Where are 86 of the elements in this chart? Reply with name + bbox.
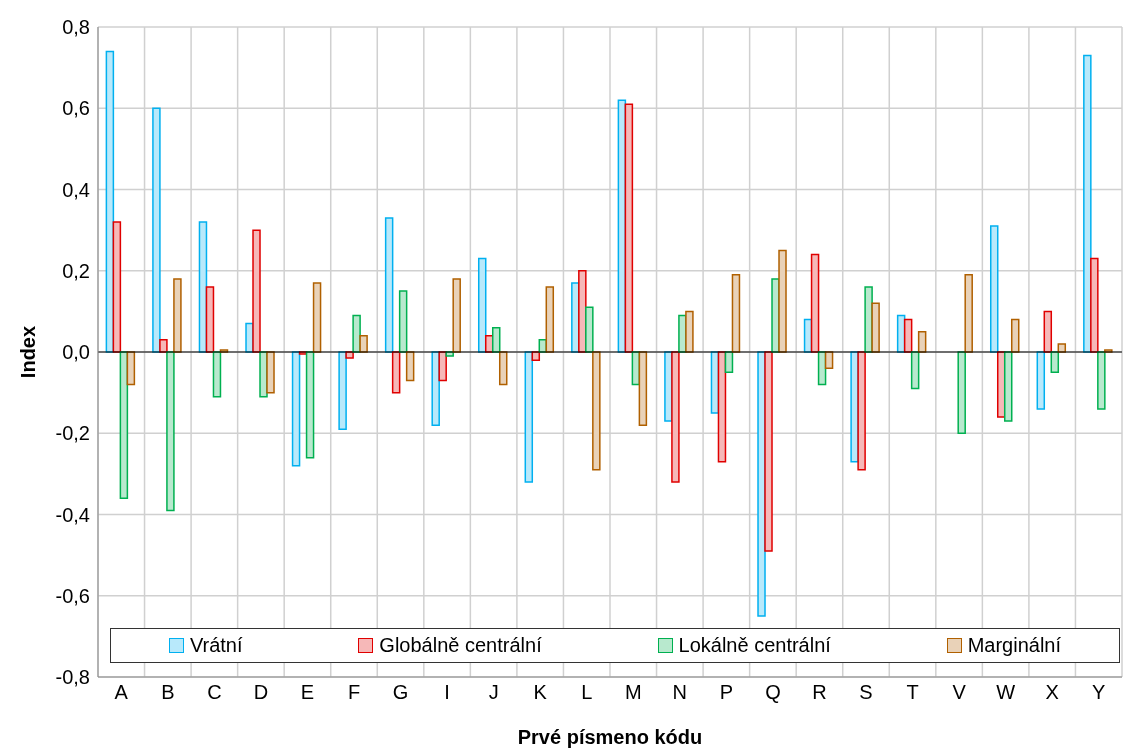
legend-label: Vrátní (188, 634, 243, 657)
bar (212, 351, 222, 398)
bar (1097, 351, 1106, 410)
bar (910, 351, 920, 390)
y-tick-label: 0,0 (62, 341, 90, 364)
legend-label: Marginální (966, 634, 1062, 657)
y-tick-label: 0,6 (62, 97, 90, 120)
x-tick-label: J (488, 681, 499, 704)
x-tick-label: I (444, 681, 450, 704)
x-tick-label: L (581, 681, 593, 704)
bar (1036, 351, 1046, 410)
bar (312, 282, 322, 353)
x-tick-label: D (253, 681, 269, 704)
bar (545, 286, 555, 353)
bar (305, 351, 315, 459)
bar (764, 351, 773, 552)
bar (266, 351, 275, 394)
bar (524, 351, 534, 483)
bar (578, 270, 587, 353)
bar (1090, 257, 1099, 353)
x-tick-label: R (812, 681, 827, 704)
bar (685, 310, 694, 353)
bar (173, 278, 182, 353)
bar (291, 351, 301, 467)
bar (252, 229, 261, 353)
x-tick-label: G (392, 681, 409, 704)
bar (1043, 310, 1053, 353)
bar (152, 107, 161, 353)
legend-label: Lokálně centrální (677, 634, 831, 657)
bar (810, 253, 820, 353)
bar (592, 351, 601, 471)
bar (398, 290, 408, 353)
bar (1003, 351, 1013, 422)
x-tick-label: Y (1092, 681, 1106, 704)
x-tick-label: E (300, 681, 315, 704)
y-tick-label: -0,4 (55, 503, 90, 526)
bar (957, 351, 966, 434)
x-tick-label: K (533, 681, 548, 704)
x-tick-label: M (624, 681, 642, 704)
bar (359, 335, 368, 353)
bar (352, 314, 361, 353)
y-axis-title: Index (17, 325, 40, 379)
bar (338, 351, 347, 430)
x-axis-title: Prvé písmeno kódu (517, 726, 703, 748)
y-tick-label: -0,6 (55, 584, 90, 607)
x-tick-label: N (672, 681, 688, 704)
bar (778, 249, 787, 353)
bar (585, 306, 594, 353)
x-tick-label: V (952, 681, 967, 704)
y-tick-label: 0,8 (62, 16, 90, 39)
x-tick-label: Q (765, 681, 781, 704)
x-tick-label: S (859, 681, 873, 704)
x-tick-label: T (906, 681, 919, 704)
bar (624, 103, 634, 353)
legend-label: Globálně centrální (378, 634, 542, 657)
y-tick-label: -0,2 (55, 422, 90, 445)
bar (119, 351, 129, 499)
bar (431, 351, 440, 426)
bar (638, 351, 648, 426)
bar (112, 221, 122, 353)
y-tick-label: -0,8 (55, 666, 90, 689)
bar (205, 286, 215, 353)
bar (717, 351, 727, 463)
bar (391, 351, 401, 394)
bar (1083, 54, 1092, 353)
x-tick-label: P (719, 681, 734, 704)
x-tick-label: B (161, 681, 175, 704)
y-tick-label: 0,4 (62, 178, 90, 201)
bar (159, 339, 168, 353)
bar (989, 225, 999, 353)
bar (477, 257, 487, 353)
bar (438, 351, 447, 382)
x-tick-label: A (114, 681, 129, 704)
bar (731, 274, 741, 353)
bar (964, 274, 973, 353)
x-tick-label: C (207, 681, 222, 704)
x-tick-label: W (996, 681, 1016, 704)
bar (857, 351, 866, 471)
bar (384, 217, 394, 353)
y-tick-label: 0,2 (62, 259, 90, 282)
bar (166, 351, 175, 512)
bar (452, 278, 461, 353)
bar (871, 302, 880, 353)
x-tick-label: F (347, 681, 361, 704)
x-tick-label: X (1045, 681, 1059, 704)
bar (671, 351, 680, 483)
